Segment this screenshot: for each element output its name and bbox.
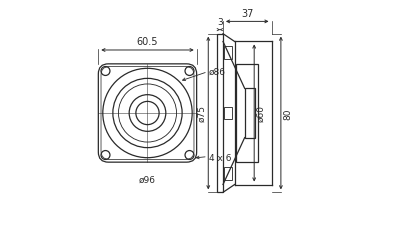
Bar xyxy=(224,47,232,60)
Text: ø96: ø96 xyxy=(139,175,156,184)
Text: ø86: ø86 xyxy=(209,67,226,76)
Text: ø60: ø60 xyxy=(256,105,266,122)
Bar xyxy=(224,167,232,180)
Text: ø75: ø75 xyxy=(197,105,206,122)
Text: 3: 3 xyxy=(217,17,223,27)
Text: 4 x 6: 4 x 6 xyxy=(209,153,232,163)
Bar xyxy=(224,107,232,120)
Text: 80: 80 xyxy=(284,108,292,119)
Text: 60.5: 60.5 xyxy=(137,37,158,47)
Bar xyxy=(236,64,258,163)
Text: 37: 37 xyxy=(241,9,254,19)
Bar xyxy=(217,35,223,192)
Bar xyxy=(245,89,255,138)
